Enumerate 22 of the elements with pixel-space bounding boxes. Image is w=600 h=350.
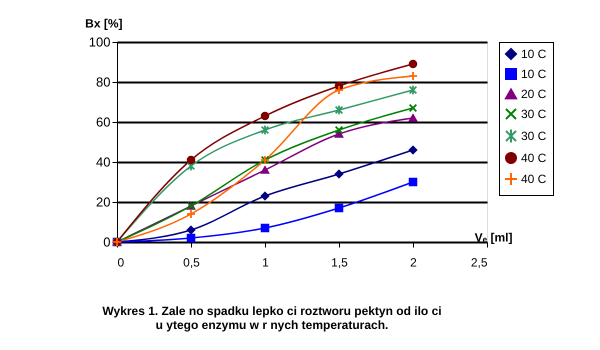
y-axis-title: Bx [%] [85,16,122,30]
text: u ytego enzymu w r nych temperaturach. [156,318,388,332]
legend-label: 40 C [521,151,547,165]
y-tick-label: 100 [88,34,110,50]
legend-label: 10 C [521,47,547,61]
legend-label: 30 C [521,129,547,143]
x-tick-label: 1,5 [331,256,348,270]
legend-label: 20 C [521,87,547,101]
y-tick-label: 60 [96,114,110,130]
y-tick-label: 80 [96,74,110,90]
x-tick-label: 2,5 [470,256,488,270]
x-tick-label: 0,5 [183,256,200,270]
text: Wykres 1. Zale no spadku lepko ci roztworu pektyn od ilo ci [102,304,442,318]
x-tick-label: 0 [118,256,124,270]
x-tick-label: 2 [410,256,418,270]
legend-label: 40 C [521,172,547,186]
y-tick-label: 0 [103,234,110,250]
y-tick-label: 20 [96,194,110,210]
legend-label: 30 C [521,107,547,121]
y-tick-label: 40 [96,154,110,170]
legend-label: 10 C [521,67,547,81]
x-tick-label: 1 [262,256,270,270]
